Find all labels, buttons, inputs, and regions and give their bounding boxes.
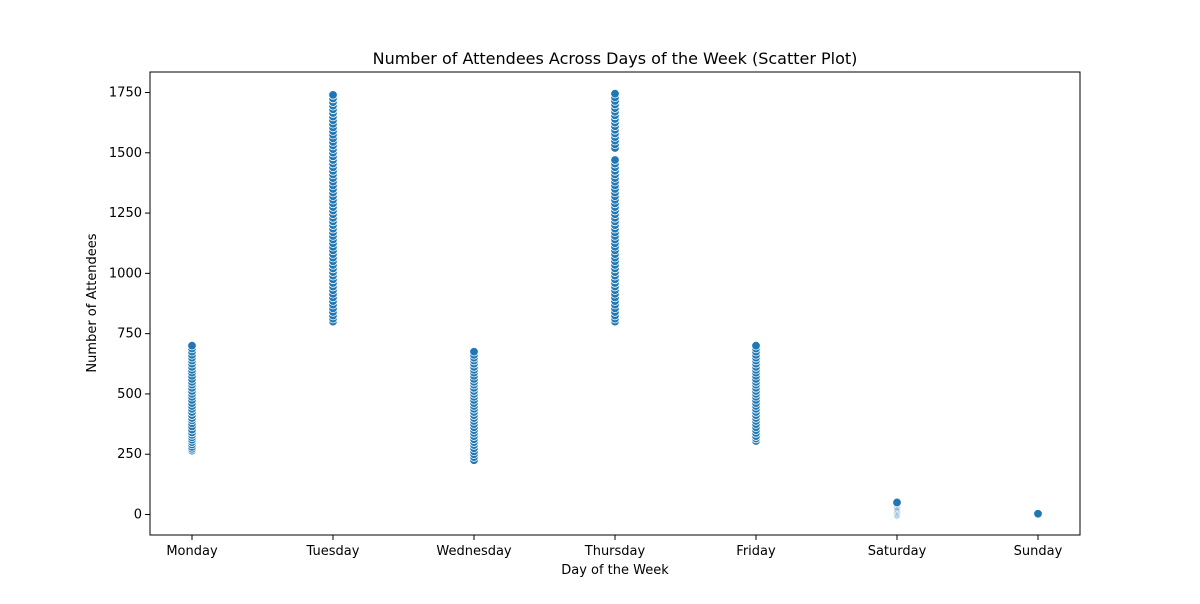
x-tick-label: Tuesday <box>306 544 360 559</box>
y-tick-label: 1500 <box>109 146 142 161</box>
y-tick-label: 500 <box>117 387 142 402</box>
scatter-point <box>751 341 761 351</box>
x-tick-label: Friday <box>736 544 776 559</box>
y-tick-label: 250 <box>117 447 142 462</box>
scatter-point <box>187 341 197 351</box>
scatter-point <box>328 90 338 100</box>
scatter-points <box>187 89 1043 520</box>
y-tick-label: 0 <box>134 508 142 523</box>
scatter-point <box>610 89 620 99</box>
scatter-point <box>469 347 479 357</box>
x-tick-label: Wednesday <box>436 544 512 559</box>
y-axis-ticks: 0 250 500 750 1000 1250 1500 1750 <box>109 85 150 523</box>
x-tick-label: Sunday <box>1014 544 1063 559</box>
y-tick-label: 1250 <box>109 206 142 221</box>
chart-title: Number of Attendees Across Days of the W… <box>373 49 858 68</box>
x-axis-label: Day of the Week <box>561 563 669 578</box>
x-tick-label: Saturday <box>868 544 927 559</box>
x-tick-label: Monday <box>166 544 218 559</box>
x-axis-ticks: Monday Tuesday Wednesday Thursday Friday Satu… <box>166 535 1063 559</box>
y-tick-label: 1000 <box>109 266 142 281</box>
scatter-point <box>1033 509 1043 519</box>
y-tick-label: 1750 <box>109 85 142 100</box>
y-axis-label: Number of Attendees <box>85 233 100 372</box>
scatter-point <box>610 155 620 165</box>
scatter-point <box>892 497 902 508</box>
y-tick-label: 750 <box>117 327 142 342</box>
x-tick-label: Thursday <box>584 544 646 559</box>
